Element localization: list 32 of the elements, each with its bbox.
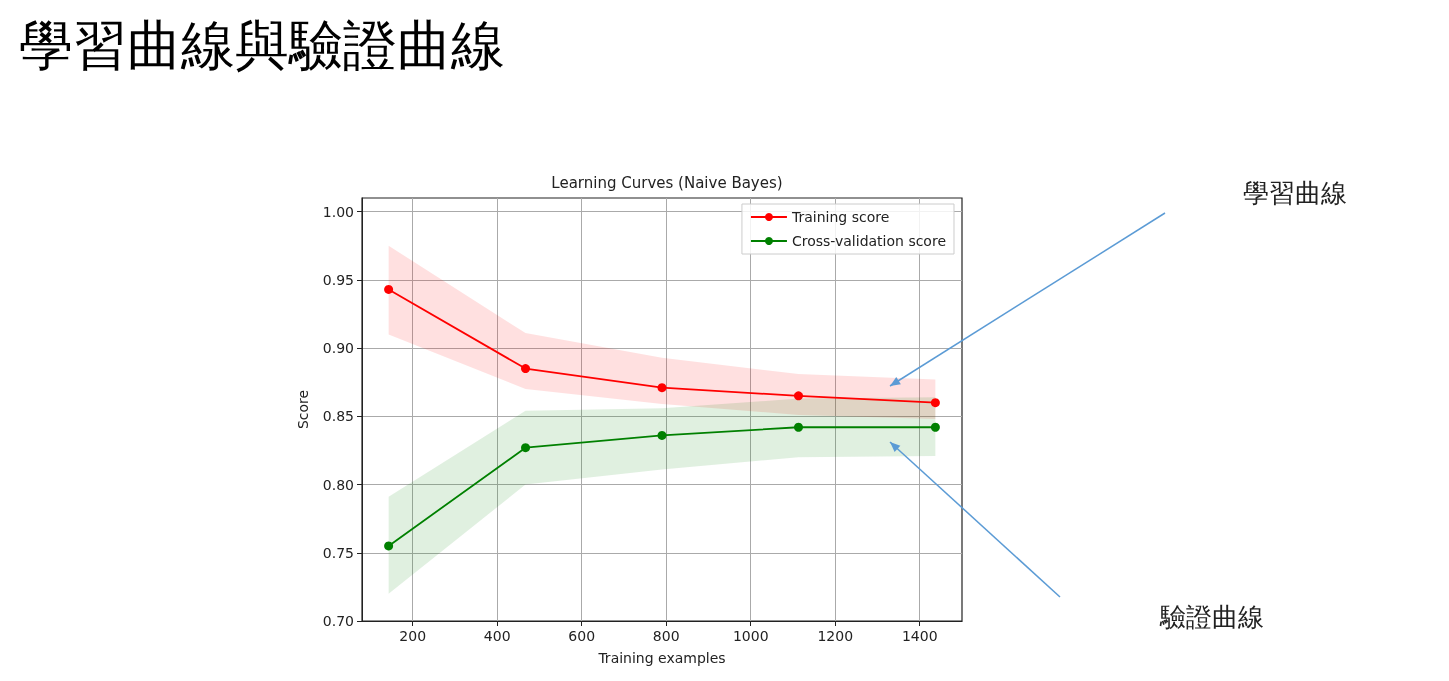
- point: [930, 422, 940, 432]
- y-tick-label: 0.85: [322, 408, 354, 425]
- x-tick-label: 1400: [901, 628, 938, 644]
- x-tick-label: 1000: [732, 628, 769, 644]
- chart-subtitle: Learning Curves (Naive Bayes): [551, 173, 783, 192]
- point: [657, 430, 667, 440]
- y-tick-label: 1.00: [322, 203, 354, 220]
- point: [793, 391, 803, 401]
- x-tick-label: 1200: [817, 628, 854, 644]
- point: [521, 364, 531, 374]
- x-tick-label: 200: [399, 628, 427, 644]
- y-tick-label: 0.90: [322, 340, 354, 357]
- point: [930, 398, 940, 408]
- point: [521, 443, 531, 453]
- x-tick-label: 400: [483, 628, 511, 644]
- point: [384, 541, 394, 551]
- y-tick-label: 0.80: [322, 476, 354, 493]
- legend-label: Cross-validation score: [791, 233, 947, 249]
- chart-title: 學習曲線與驗證曲線: [19, 16, 505, 76]
- y-axis-title: Score: [295, 389, 311, 430]
- y-tick-label: 0.95: [322, 271, 354, 288]
- x-tick-label: 800: [652, 628, 680, 644]
- point: [657, 383, 667, 393]
- text: 學習曲線: [1243, 178, 1347, 208]
- y-tick-label: 0.70: [322, 613, 354, 629]
- x-tick-label: 600: [568, 628, 596, 644]
- text: 驗證曲線: [1159, 602, 1264, 632]
- y-tick-label: 0.75: [322, 544, 354, 561]
- x-axis-title: Training examples: [597, 650, 726, 666]
- legend-label: Training score: [790, 209, 890, 225]
- point: [384, 284, 394, 294]
- point: [793, 422, 803, 432]
